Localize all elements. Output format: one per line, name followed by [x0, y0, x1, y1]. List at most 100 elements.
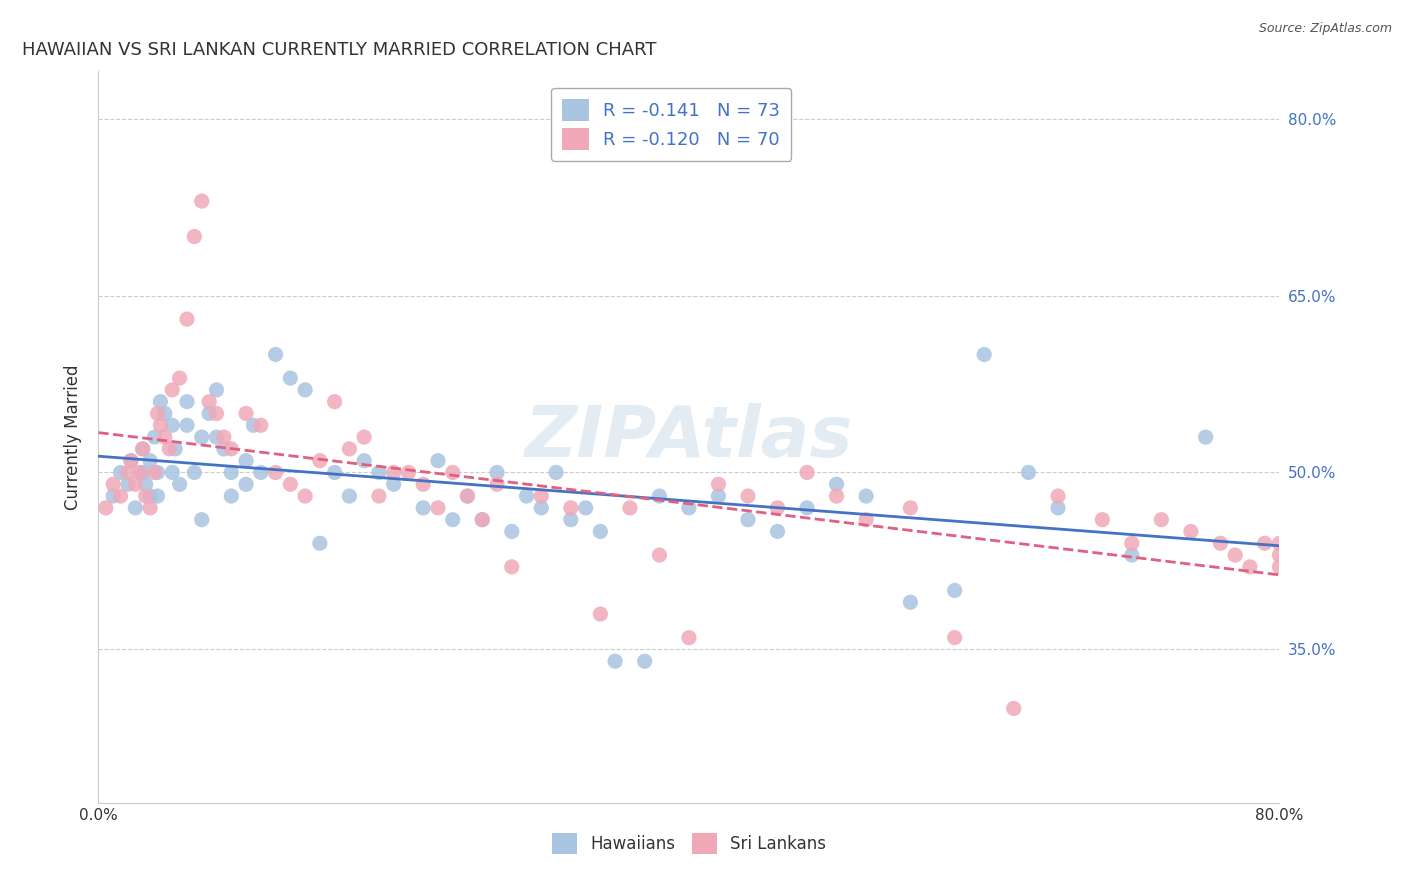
Point: [605, 654, 627, 668]
Point: [264, 466, 287, 480]
Point: [766, 524, 789, 539]
Point: [153, 430, 176, 444]
Point: [117, 466, 139, 480]
Point: [128, 466, 150, 480]
Point: [146, 407, 169, 421]
Point: [1046, 489, 1069, 503]
Point: [900, 595, 922, 609]
Point: [143, 466, 166, 480]
Point: [1091, 513, 1114, 527]
Point: [589, 524, 612, 539]
Point: [973, 347, 995, 361]
Point: [242, 418, 264, 433]
Point: [198, 407, 221, 421]
Point: [825, 477, 848, 491]
Point: [124, 500, 146, 515]
Point: [412, 500, 434, 515]
Point: [176, 418, 198, 433]
Point: [124, 477, 146, 491]
Point: [1195, 430, 1218, 444]
Point: [353, 430, 375, 444]
Point: [530, 500, 553, 515]
Point: [132, 442, 155, 456]
Point: [471, 513, 494, 527]
Point: [1121, 536, 1143, 550]
Point: [219, 489, 242, 503]
Text: HAWAIIAN VS SRI LANKAN CURRENTLY MARRIED CORRELATION CHART: HAWAIIAN VS SRI LANKAN CURRENTLY MARRIED…: [21, 41, 657, 59]
Point: [796, 500, 818, 515]
Point: [278, 477, 302, 491]
Point: [796, 466, 818, 480]
Point: [205, 383, 228, 397]
Point: [1002, 701, 1025, 715]
Y-axis label: Currently Married: Currently Married: [65, 364, 83, 510]
Point: [560, 513, 582, 527]
Point: [441, 466, 464, 480]
Point: [1121, 548, 1143, 562]
Point: [135, 477, 157, 491]
Point: [1268, 536, 1291, 550]
Point: [135, 489, 157, 503]
Point: [1268, 559, 1291, 574]
Point: [619, 500, 641, 515]
Point: [382, 477, 405, 491]
Point: [678, 631, 700, 645]
Point: [648, 548, 671, 562]
Point: [120, 453, 142, 467]
Point: [235, 477, 257, 491]
Point: [117, 477, 139, 491]
Legend: R = -0.141   N = 73, R = -0.120   N = 70: R = -0.141 N = 73, R = -0.120 N = 70: [551, 87, 792, 161]
Point: [707, 489, 730, 503]
Point: [162, 418, 183, 433]
Point: [1268, 548, 1291, 562]
Point: [589, 607, 612, 621]
Point: [515, 489, 537, 503]
Point: [149, 394, 172, 409]
Point: [176, 312, 198, 326]
Point: [1223, 548, 1246, 562]
Point: [501, 524, 523, 539]
Point: [368, 466, 391, 480]
Point: [855, 489, 877, 503]
Point: [153, 407, 176, 421]
Point: [191, 430, 214, 444]
Point: [633, 654, 655, 668]
Point: [183, 229, 205, 244]
Point: [146, 466, 169, 480]
Point: [132, 466, 155, 480]
Point: [339, 489, 360, 503]
Point: [1046, 500, 1069, 515]
Point: [427, 500, 450, 515]
Point: [1017, 466, 1039, 480]
Point: [169, 477, 191, 491]
Point: [169, 371, 191, 385]
Point: [1209, 536, 1232, 550]
Point: [198, 394, 221, 409]
Point: [132, 442, 155, 456]
Point: [382, 466, 405, 480]
Point: [486, 466, 509, 480]
Point: [103, 477, 125, 491]
Point: [176, 394, 198, 409]
Point: [294, 489, 316, 503]
Point: [574, 500, 596, 515]
Point: [353, 453, 375, 467]
Point: [212, 442, 235, 456]
Point: [278, 371, 302, 385]
Point: [368, 489, 391, 503]
Point: [323, 466, 346, 480]
Point: [456, 489, 478, 503]
Point: [235, 453, 257, 467]
Point: [396, 466, 419, 480]
Point: [530, 489, 553, 503]
Point: [501, 559, 523, 574]
Point: [546, 466, 568, 480]
Point: [162, 383, 183, 397]
Point: [139, 489, 162, 503]
Point: [219, 442, 242, 456]
Point: [165, 442, 187, 456]
Point: [157, 442, 180, 456]
Point: [339, 442, 360, 456]
Text: ZIPAtlas: ZIPAtlas: [524, 402, 853, 472]
Point: [143, 430, 166, 444]
